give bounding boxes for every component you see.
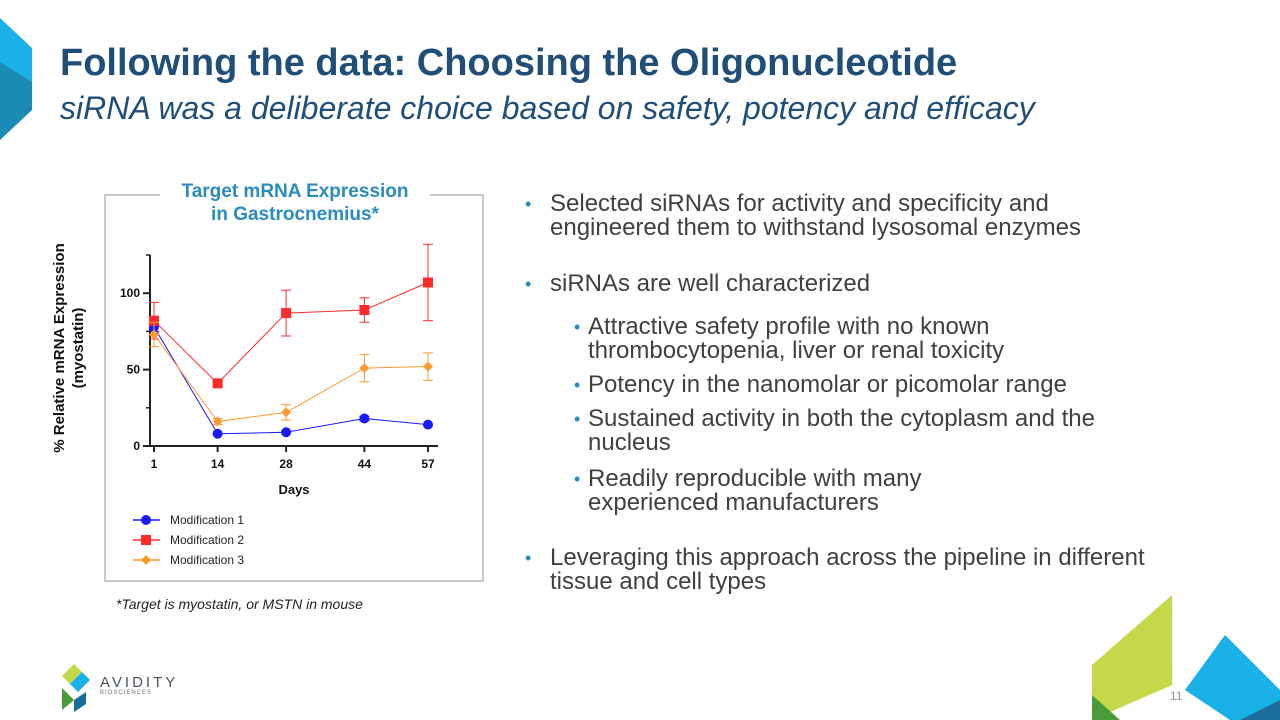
sub-bullet-text: Readily reproducible with many [588, 465, 922, 492]
data-point [359, 305, 370, 316]
chart-footnote: *Target is myostatin, or MSTN in mouse [116, 596, 363, 612]
avidity-logo-icon [62, 664, 90, 712]
sub-bullet-text: thrombocytopenia, liver or renal toxicit… [588, 337, 1005, 364]
data-point [212, 378, 223, 389]
chart-title-line-1: Target mRNA Expression [181, 181, 409, 202]
data-point [149, 315, 159, 326]
y-tick-label: 0 [133, 439, 140, 453]
page-subtitle: siRNA was a deliberate choice based on s… [60, 90, 1035, 126]
y-tick-label: 100 [120, 286, 140, 300]
sub-bullet-dot: • [574, 317, 581, 337]
y-axis-label-line-1: % Relative mRNA Expression [51, 243, 68, 453]
bullet-text: engineered them to withstand lysosomal e… [550, 214, 1081, 241]
y-tick-label: 50 [127, 363, 141, 377]
data-point [281, 308, 292, 319]
company-logo-subtext: BIOSCIENCES [100, 690, 153, 696]
data-point [423, 419, 433, 430]
data-point [212, 428, 223, 439]
legend-marker [141, 535, 151, 545]
data-point [359, 413, 370, 424]
sub-bullet-text: Sustained activity in both the cytoplasm… [588, 405, 1095, 432]
sub-bullet-dot: • [574, 409, 581, 429]
top-left-accent-shape [0, 18, 32, 140]
sub-bullet-dot: • [574, 375, 581, 395]
x-tick-label: 1 [151, 457, 158, 471]
legend-marker [141, 555, 151, 565]
sub-bullet-text: Potency in the nanomolar or picomolar ra… [588, 371, 1067, 398]
line-chart: 0 50 100 1 14 28 44 57 Days Modification 1 Modific… [120, 243, 438, 567]
x-tick-label: 57 [421, 457, 435, 471]
chart-title: Target mRNA Expression in Gastrocnemius* [160, 180, 430, 226]
bullet-dot: • [525, 274, 532, 294]
x-axis-label: Days [278, 482, 309, 497]
bullet-text: Leveraging this approach across the pipe… [550, 544, 1145, 571]
legend-label: Modification 3 [170, 553, 244, 567]
bullet-text: tissue and cell types [550, 568, 767, 595]
data-point [423, 277, 433, 288]
data-point [423, 361, 433, 372]
sub-bullet-text: experienced manufacturers [588, 489, 879, 516]
series-line [153, 282, 429, 385]
bullet-text: siRNAs are well characterized [550, 270, 871, 297]
chart-title-line-2: in Gastrocnemius* [211, 204, 379, 225]
sub-bullet-dot: • [574, 469, 581, 489]
series-line [153, 334, 429, 423]
sub-bullet-text: Attractive safety profile with no known [588, 313, 990, 340]
x-tick-label: 44 [358, 457, 372, 471]
page-title: Following the data: Choosing the Oligonu… [60, 42, 958, 84]
x-tick-label: 14 [211, 457, 225, 471]
bullet-dot: • [525, 194, 532, 214]
legend-marker [141, 515, 151, 525]
y-axis-label-line-2: (myostatin) [70, 307, 87, 389]
data-point [281, 427, 292, 438]
page-number: 11 [1170, 689, 1183, 703]
legend-label: Modification 1 [170, 513, 244, 527]
data-point [149, 329, 159, 340]
bullet-dot: • [525, 548, 532, 568]
chart-y-axis-label: % Relative mRNA Expression (myostatin) [50, 218, 88, 478]
legend-label: Modification 2 [170, 533, 244, 547]
bottom-right-accent-shapes [1092, 595, 1280, 720]
company-logo-text: AVIDITY [100, 674, 179, 691]
data-point [359, 363, 370, 374]
sub-bullet-text: nucleus [588, 429, 671, 456]
x-tick-label: 28 [279, 457, 293, 471]
series-line [153, 326, 429, 435]
data-point [212, 416, 223, 427]
bullet-text: Selected siRNAs for activity and specifi… [550, 190, 1049, 217]
data-point [281, 407, 292, 418]
